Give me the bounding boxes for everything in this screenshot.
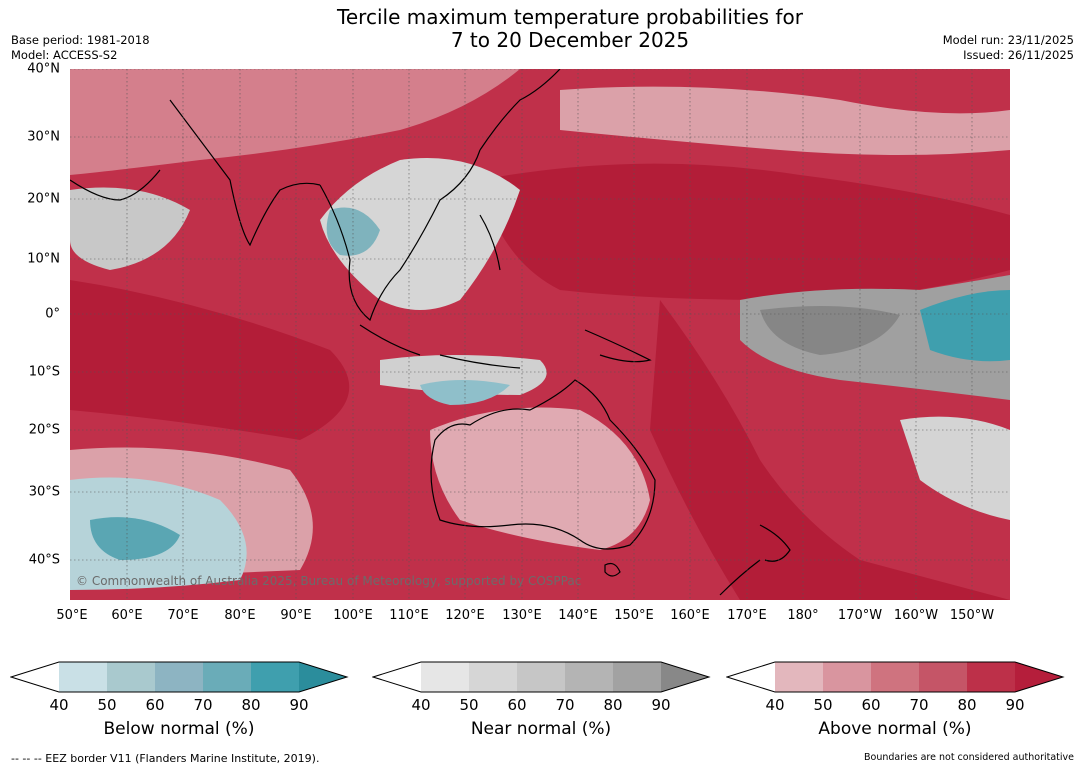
lon-label: 170°W <box>837 608 883 623</box>
colorbar-segment <box>373 662 421 692</box>
lon-label: 160°W <box>893 608 939 623</box>
coastlines <box>70 69 791 596</box>
near-normal-colorbar <box>372 661 711 693</box>
lon-label: 60°E <box>111 608 143 623</box>
colorbar-tick: 90 <box>651 696 671 714</box>
above-normal-60-zone-asia <box>70 69 520 175</box>
colorbar-tick: 80 <box>241 696 261 714</box>
colorbar-segment <box>59 662 107 692</box>
colorbar-tick: 40 <box>765 696 785 714</box>
lat-label: 40°N <box>27 61 60 77</box>
colorbar-segment <box>299 662 347 692</box>
colorbar-segment <box>613 662 661 692</box>
lon-label: 100°E <box>333 608 373 623</box>
lon-label: 50°E <box>56 608 88 623</box>
lon-label: 150°E <box>614 608 654 623</box>
map-title-line1: Tercile maximum temperature probabilitie… <box>337 5 803 29</box>
below-normal-zone-indochina <box>326 207 380 256</box>
colorbar-segment <box>775 662 823 692</box>
colorbar-segment <box>107 662 155 692</box>
colorbar-segment <box>919 662 967 692</box>
colorbar-segment <box>967 662 1015 692</box>
lon-label: 180° <box>787 608 819 623</box>
boundary-disclaimer: Boundaries are not considered authoritat… <box>864 752 1074 763</box>
colorbar-segment <box>727 662 775 692</box>
below-normal-70-zone-southern-ocean <box>90 517 180 560</box>
colorbar-segment <box>565 662 613 692</box>
near-normal-zone-southeast-asia <box>320 158 520 310</box>
near-normal-zone-south-pacific <box>900 416 1010 520</box>
above-normal-80-zone-tasman <box>650 300 1010 600</box>
graticule <box>70 69 1010 600</box>
eez-border-note: -- -- -- EEZ border V11 (Flanders Marine… <box>11 752 320 765</box>
lat-label: 20°S <box>28 422 60 438</box>
lat-label: 30°S <box>28 484 60 500</box>
colorbar-tick: 40 <box>49 696 69 714</box>
colorbar-tick: 70 <box>555 696 575 714</box>
model-run-text: Model run: 23/11/2025 <box>942 33 1074 47</box>
lon-label: 140°E <box>558 608 598 623</box>
colorbar-tick: 70 <box>193 696 213 714</box>
lat-label: 30°N <box>27 129 60 145</box>
colorbar-tick: 90 <box>289 696 309 714</box>
lat-label: 20°N <box>27 191 60 207</box>
lon-label: 80°E <box>224 608 256 623</box>
below-normal-zone-pacific <box>920 290 1010 362</box>
lat-label: 10°S <box>28 364 60 380</box>
colorbar-segment <box>421 662 469 692</box>
issued-text: Issued: 26/11/2025 <box>963 48 1074 62</box>
colorbar-tick: 70 <box>909 696 929 714</box>
colorbar-segment <box>661 662 709 692</box>
colorbar-segment <box>469 662 517 692</box>
above-normal-colorbar <box>726 661 1065 693</box>
colorbar-segment <box>11 662 59 692</box>
lon-label: 90°E <box>280 608 312 623</box>
lon-label: 150°W <box>949 608 995 623</box>
colorbar-tick: 50 <box>97 696 117 714</box>
colorbar-segment <box>823 662 871 692</box>
base-period-text: Base period: 1981-2018 <box>11 33 150 47</box>
below-normal-zone-timor-sea <box>420 380 510 405</box>
below-normal-colorbar-title: Below normal (%) <box>103 719 255 739</box>
colorbar-tick: 60 <box>507 696 527 714</box>
colorbar-tick: 60 <box>145 696 165 714</box>
below-normal-colorbar <box>10 661 349 693</box>
lat-label: 40°S <box>28 552 60 568</box>
colorbar-segment <box>251 662 299 692</box>
colorbar-tick: 40 <box>411 696 431 714</box>
colorbar-segment <box>871 662 919 692</box>
above-normal-80-zone-indian-ocean <box>70 280 350 440</box>
above-normal-colorbar-title: Above normal (%) <box>818 719 972 739</box>
near-normal-colorbar-title: Near normal (%) <box>470 719 612 739</box>
lon-label: 130°E <box>502 608 542 623</box>
colorbar-tick: 50 <box>813 696 833 714</box>
lon-label: 70°E <box>167 608 199 623</box>
lon-label: 170°E <box>727 608 767 623</box>
near-normal-80-zone-pacific <box>760 306 900 355</box>
colorbar-tick: 60 <box>861 696 881 714</box>
colorbar-segment <box>155 662 203 692</box>
lon-label: 110°E <box>389 608 429 623</box>
near-normal-zone-arabian-sea <box>70 187 190 270</box>
colorbar-tick: 80 <box>957 696 977 714</box>
colorbar-segment <box>517 662 565 692</box>
above-normal-80-zone <box>480 163 1010 300</box>
colorbar-tick: 90 <box>1005 696 1025 714</box>
map-title-line2: 7 to 20 December 2025 <box>450 28 690 52</box>
colorbar-segment <box>203 662 251 692</box>
copyright-credit: © Commonwealth of Australia 2025, Bureau… <box>76 574 582 588</box>
model-text: Model: ACCESS-S2 <box>11 48 118 62</box>
colorbar-tick: 50 <box>459 696 479 714</box>
lon-label: 120°E <box>445 608 485 623</box>
above-normal-50-zone-australia <box>430 407 650 550</box>
above-normal-50-zone-north-pacific <box>560 86 1010 155</box>
colorbar-tick: 80 <box>603 696 623 714</box>
lat-label: 0° <box>45 306 60 322</box>
colorbar-segment <box>1015 662 1063 692</box>
lat-label: 10°N <box>27 251 60 267</box>
lon-label: 160°E <box>670 608 710 623</box>
